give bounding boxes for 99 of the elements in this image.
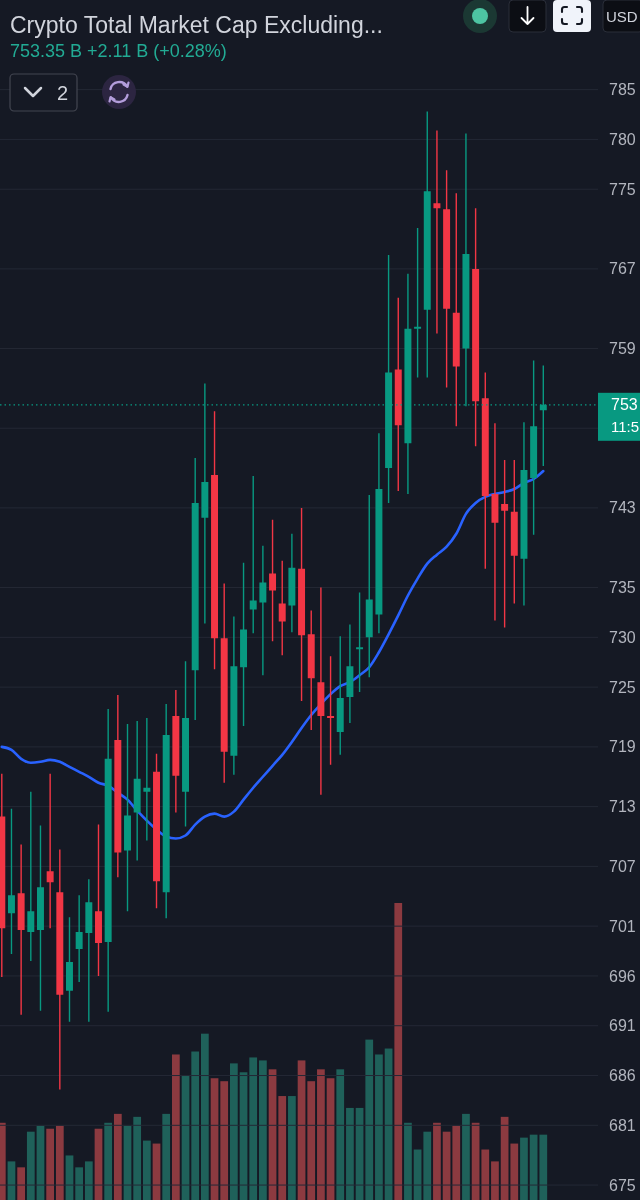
bar [462, 1113, 470, 1200]
bar [230, 1063, 238, 1200]
candlestick [307, 610, 315, 730]
candlestick [288, 533, 296, 633]
y-tick-label: 691 [609, 1017, 636, 1035]
candlestick [66, 917, 73, 1022]
bar [375, 1054, 383, 1200]
candlestick [346, 624, 354, 723]
candlestick [153, 753, 160, 909]
candlestick [510, 460, 518, 604]
text: 753.35 B +2.11 B (+0.28%) [10, 41, 227, 61]
candlestick [114, 695, 122, 878]
candlestick [394, 297, 402, 491]
bar [481, 1149, 490, 1200]
y-tick-label: 713 [609, 798, 636, 816]
candlestick [220, 583, 228, 783]
y-tick-label: 701 [609, 917, 636, 935]
bar [520, 1137, 528, 1200]
candlestick [85, 879, 93, 1022]
candlestick [46, 773, 54, 929]
bar [75, 1167, 84, 1200]
y-tick-label: 725 [609, 678, 636, 696]
candlestick [75, 895, 83, 982]
candlestick [211, 411, 219, 670]
y-tick-label: 707 [609, 857, 636, 875]
candlestick [481, 372, 489, 569]
bar [259, 1060, 267, 1200]
bar [249, 1057, 258, 1200]
candlestick [162, 704, 170, 919]
bar [26, 1131, 35, 1200]
bar [162, 1113, 171, 1200]
bar [201, 1033, 209, 1200]
bar [288, 1096, 296, 1200]
candlestick [443, 170, 451, 388]
y-tick-label: 686 [609, 1067, 636, 1085]
ref-line-label: 753 [611, 396, 638, 414]
y-tick-label: 767 [609, 260, 636, 278]
y-tick-label: 759 [609, 340, 636, 358]
candlestick [56, 849, 64, 1090]
candlestick [433, 130, 441, 334]
bar [17, 1167, 26, 1200]
y-tick-label: 719 [609, 738, 636, 756]
bar [491, 1161, 499, 1200]
y-tick-label: 785 [609, 81, 636, 99]
candlestick [423, 111, 431, 378]
y-tick-label: 681 [609, 1116, 636, 1134]
candlestick [104, 709, 112, 1012]
candlestick [520, 422, 528, 606]
bar [433, 1122, 441, 1200]
y-tick-label: 735 [609, 579, 636, 597]
bar [104, 1122, 113, 1200]
candlestick [375, 433, 383, 634]
candlestick [172, 690, 180, 813]
y-tick-label: 675 [609, 1176, 636, 1194]
bar [142, 1140, 151, 1200]
bar [191, 1051, 200, 1200]
y-tick-label: 730 [609, 628, 636, 646]
candlestick [133, 721, 141, 861]
candlestick [259, 545, 267, 676]
candlestick [317, 587, 325, 795]
candlestick [17, 844, 25, 1015]
bar [365, 1039, 374, 1200]
bar [171, 1054, 180, 1200]
bar [113, 1113, 122, 1200]
candlestick [298, 507, 306, 702]
bar [539, 1134, 548, 1200]
candlestick [0, 773, 6, 977]
bar [84, 1161, 93, 1200]
text: 11:5 [611, 418, 640, 436]
candlestick [230, 616, 238, 775]
bar [278, 1096, 287, 1200]
bar [307, 1081, 316, 1200]
y-tick-label: 696 [609, 967, 636, 985]
bar [220, 1081, 229, 1200]
candlestick [182, 661, 189, 827]
bar [510, 1143, 519, 1200]
bar [317, 1069, 325, 1200]
bar [346, 1107, 354, 1200]
bar [336, 1069, 345, 1200]
candlestick [143, 718, 151, 841]
bar [404, 1122, 412, 1200]
collapse-button: 2 [9, 73, 78, 112]
text: Crypto Total Market Cap Excluding... [10, 12, 383, 38]
bar [46, 1128, 55, 1200]
candlestick [27, 791, 35, 961]
y-tick-label: 780 [609, 131, 636, 149]
bar [452, 1125, 461, 1200]
candlestick [472, 208, 480, 447]
bar [423, 1131, 432, 1200]
y-tick-label: 775 [609, 180, 636, 198]
candlestick [191, 458, 199, 720]
bar [394, 903, 403, 1200]
currency-button: USD [602, 0, 640, 33]
annotation: 2 [57, 82, 69, 104]
bar [55, 1125, 64, 1200]
y-tick-label: 743 [609, 499, 636, 517]
candlestick [491, 423, 499, 621]
bar [133, 1116, 142, 1200]
candlestick [336, 636, 344, 755]
